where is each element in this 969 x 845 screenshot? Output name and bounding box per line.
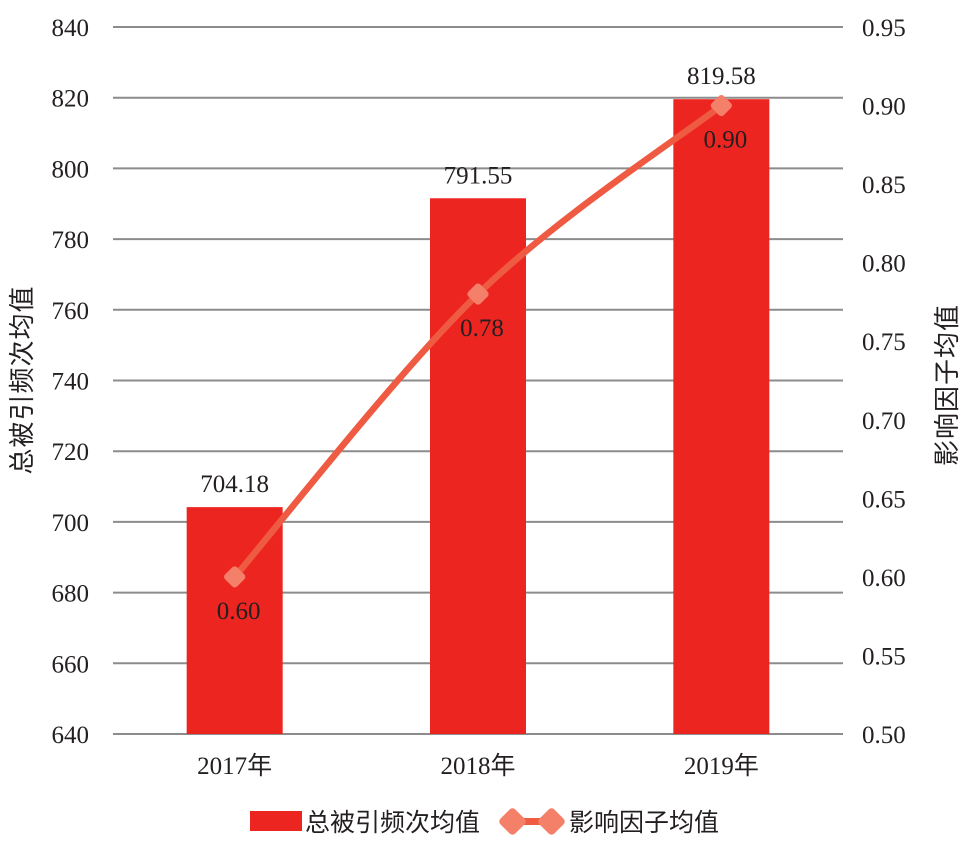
left-tick-label: 720 (52, 439, 90, 466)
line-value-label: 0.90 (703, 127, 747, 154)
left-tick-label: 780 (52, 227, 90, 254)
left-tick-label: 700 (52, 510, 90, 537)
bar-2018年 (430, 198, 526, 734)
left-tick-label: 800 (52, 156, 90, 183)
line-diamond-swatch (497, 806, 567, 836)
bar-2017年 (186, 507, 283, 734)
bar-value-label: 791.55 (444, 162, 513, 189)
left-tick-label: 820 (52, 86, 90, 113)
line-segment-icon (514, 817, 550, 825)
diamond-marker-icon (497, 806, 528, 836)
right-tick-label: 0.95 (862, 15, 906, 42)
legend-label-line-series: 影响因子均值 (569, 810, 720, 837)
marker-2017年 (224, 566, 246, 588)
left-tick-label: 840 (52, 15, 90, 42)
right-tick-label: 0.75 (862, 329, 906, 356)
right-tick-label: 0.85 (862, 172, 906, 199)
left-tick-label: 760 (52, 298, 90, 325)
right-tick-label: 0.50 (862, 722, 906, 749)
right-tick-label: 0.65 (862, 486, 906, 513)
left-tick-label: 660 (52, 651, 90, 678)
line-value-label: 0.60 (217, 598, 261, 625)
right-tick-label: 0.90 (862, 94, 906, 121)
legend-item-bar-series: 总被引频次均值 (249, 803, 480, 839)
bar-2019年 (673, 99, 770, 735)
marker-2019年 (710, 94, 732, 117)
category-label: 2019年 (684, 752, 759, 780)
marker-2018年 (467, 283, 489, 305)
right-axis-title: 影响因子均值 (933, 304, 962, 467)
right-tick-label: 0.60 (862, 565, 906, 592)
right-tick-label: 0.55 (862, 643, 906, 670)
right-tick-label: 0.80 (862, 251, 906, 278)
bar-swatch (249, 811, 302, 831)
legend-item-line-series: 影响因子均值 (497, 803, 720, 839)
left-tick-label: 640 (52, 722, 90, 749)
right-tick-label: 0.70 (862, 408, 906, 435)
left-tick-label: 680 (52, 581, 90, 608)
category-label: 2017年 (197, 752, 272, 780)
bar-value-label: 819.58 (687, 63, 756, 90)
legend: 总被引频次均值 影响因子均值 (0, 803, 969, 839)
legend-label-bar-series: 总被引频次均值 (304, 810, 480, 837)
left-axis-title: 总被引频次均值 (8, 285, 37, 475)
bar-value-label: 704.18 (200, 471, 269, 498)
left-tick-label: 740 (52, 369, 90, 396)
diamond-marker-icon (536, 806, 567, 836)
category-label: 2018年 (440, 752, 515, 780)
line-value-label: 0.78 (460, 315, 504, 342)
